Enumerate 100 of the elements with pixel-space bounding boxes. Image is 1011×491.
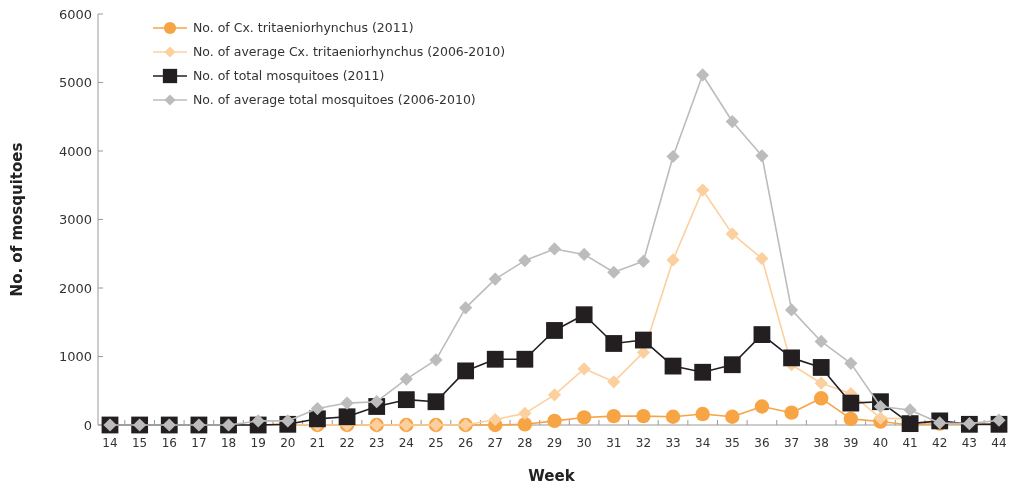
point: [784, 405, 799, 420]
point: [488, 412, 502, 427]
x-tick-label: 28: [517, 436, 533, 450]
point: [605, 335, 623, 352]
point: [755, 149, 769, 163]
point: [725, 409, 740, 424]
x-tick-label: 19: [250, 436, 266, 450]
y-tick-label: 3000: [58, 212, 92, 228]
x-tick-label: 22: [339, 436, 355, 450]
x-tick-label: 39: [843, 436, 859, 450]
point: [784, 303, 799, 317]
point: [547, 413, 562, 429]
x-tick-label: 30: [576, 436, 592, 450]
point: [577, 362, 591, 376]
point: [429, 353, 443, 367]
point: [486, 350, 504, 368]
point: [397, 391, 415, 409]
x-tick-label: 42: [932, 436, 948, 450]
x-tick-label: 16: [161, 436, 177, 450]
x-tick-label: 37: [783, 436, 800, 450]
point: [903, 403, 917, 417]
legend-label: No. of total mosquitoes (2011): [193, 68, 385, 84]
x-tick-label: 31: [606, 436, 622, 450]
point: [725, 114, 739, 129]
point: [843, 411, 859, 427]
x-tick-label: 36: [754, 436, 770, 450]
point: [546, 322, 563, 339]
y-tick-label: 0: [83, 417, 92, 433]
point: [547, 242, 562, 256]
point: [457, 362, 474, 380]
point: [547, 388, 562, 402]
point: [844, 356, 858, 370]
point: [842, 394, 860, 412]
point: [666, 149, 680, 164]
point: [635, 331, 652, 349]
point: [814, 334, 828, 349]
x-tick-label: 27: [487, 436, 503, 450]
y-tick-label: 4000: [58, 143, 92, 159]
x-tick-label: 18: [220, 436, 237, 450]
x-tick-label: 24: [398, 436, 414, 450]
point: [696, 183, 710, 197]
point: [310, 401, 325, 416]
point: [873, 399, 888, 414]
point: [281, 414, 295, 428]
point: [783, 349, 800, 367]
point: [636, 254, 650, 268]
x-tick-label: 35: [724, 436, 740, 450]
point: [812, 359, 830, 376]
point: [607, 375, 621, 389]
point: [427, 393, 445, 411]
x-tick-label: 26: [457, 436, 474, 450]
x-axis-title: Week: [528, 467, 576, 485]
legend-label: No. of Cx. tritaeniorhynchus (2011): [193, 20, 414, 36]
x-tick-label: 41: [902, 436, 918, 450]
y-tick-label: 6000: [58, 6, 92, 22]
point: [636, 408, 651, 424]
point: [575, 306, 593, 324]
point: [814, 376, 828, 390]
point: [754, 399, 770, 414]
y-tick-label: 1000: [58, 349, 92, 365]
point: [695, 406, 710, 422]
x-tick-label: 14: [102, 436, 118, 450]
legend-label: No. of average Cx. tritaeniorhynchus (2006-2010): [193, 44, 506, 60]
point: [338, 408, 356, 426]
x-tick-label: 43: [961, 436, 978, 450]
x-tick-label: 15: [131, 436, 148, 450]
point: [814, 391, 829, 406]
legend-label: No. of average total mosquitoes (2006-2010): [193, 92, 476, 108]
x-tick-label: 29: [546, 436, 563, 450]
point: [694, 363, 712, 381]
x-tick-label: 40: [872, 436, 889, 450]
x-tick-label: 44: [991, 436, 1007, 450]
y-tick-label: 5000: [58, 75, 92, 91]
point: [696, 68, 710, 82]
point: [576, 410, 592, 425]
x-tick-label: 21: [309, 436, 326, 450]
point: [723, 356, 741, 374]
point: [518, 406, 532, 420]
point: [577, 247, 591, 262]
x-tick-label: 17: [191, 436, 207, 450]
y-axis-title: No. of mosquitoes: [8, 142, 26, 297]
point: [251, 414, 265, 428]
point: [664, 357, 682, 375]
point: [753, 326, 771, 343]
x-tick-label: 23: [369, 436, 385, 450]
point: [665, 409, 681, 424]
x-tick-label: 20: [280, 436, 296, 450]
x-tick-label: 32: [635, 436, 652, 450]
point: [488, 272, 502, 286]
point: [992, 413, 1006, 427]
point: [666, 253, 680, 267]
point: [370, 395, 384, 409]
point: [516, 350, 534, 368]
point: [459, 301, 473, 315]
x-tick-label: 33: [665, 436, 681, 450]
point: [518, 254, 532, 268]
point: [606, 408, 621, 424]
point: [517, 417, 533, 432]
point: [725, 227, 739, 241]
point: [607, 265, 621, 279]
